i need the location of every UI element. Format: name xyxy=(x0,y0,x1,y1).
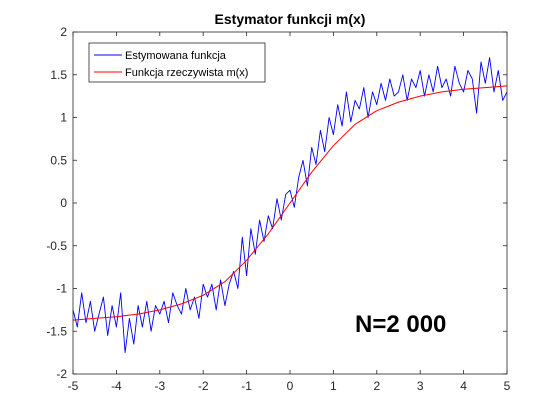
sample-size-annotation: N=2 000 xyxy=(355,311,446,338)
y-tick-label: 0.5 xyxy=(50,153,67,167)
y-tick-label: 1 xyxy=(60,111,67,125)
series-line-true xyxy=(72,85,508,321)
series-layer xyxy=(72,57,508,354)
y-tick-label: -1 xyxy=(56,282,67,296)
legend: Estymowana funkcja Funkcja rzeczywista m… xyxy=(88,42,266,83)
y-tick-label: 1.5 xyxy=(50,68,67,82)
legend-label-true: Funkcja rzeczywista m(x) xyxy=(125,67,248,79)
y-tick-label: -0.5 xyxy=(46,239,67,253)
x-tick-label: 4 xyxy=(460,379,467,393)
x-tick-label: 3 xyxy=(417,379,424,393)
axes-layer: -5 -4 -3 -2 -1 0 1 2 3 4 5 -2 -1.5 -1 -0.5 0 0.5 1 1.5 2 xyxy=(46,25,510,393)
y-tick-label: 0 xyxy=(60,196,67,210)
x-tick-label: -1 xyxy=(241,379,252,393)
x-tick-label: 1 xyxy=(330,379,337,393)
series-line-estimated xyxy=(72,57,508,354)
x-tick-label: 2 xyxy=(373,379,380,393)
x-tick-label: -2 xyxy=(198,379,209,393)
y-tick-label: -2 xyxy=(56,367,67,381)
y-tick-label: 2 xyxy=(60,25,67,39)
legend-box xyxy=(88,42,266,83)
y-tick-label: -1.5 xyxy=(46,324,67,338)
chart-title: Estymator funkcji m(x) xyxy=(215,11,366,27)
x-tick-label: -3 xyxy=(154,379,165,393)
x-tick-label: 0 xyxy=(287,379,294,393)
x-tick-label: -5 xyxy=(68,379,79,393)
x-tick-label: -4 xyxy=(111,379,122,393)
legend-label-estimated: Estymowana funkcja xyxy=(125,50,227,62)
x-tick-label: 5 xyxy=(504,379,511,393)
